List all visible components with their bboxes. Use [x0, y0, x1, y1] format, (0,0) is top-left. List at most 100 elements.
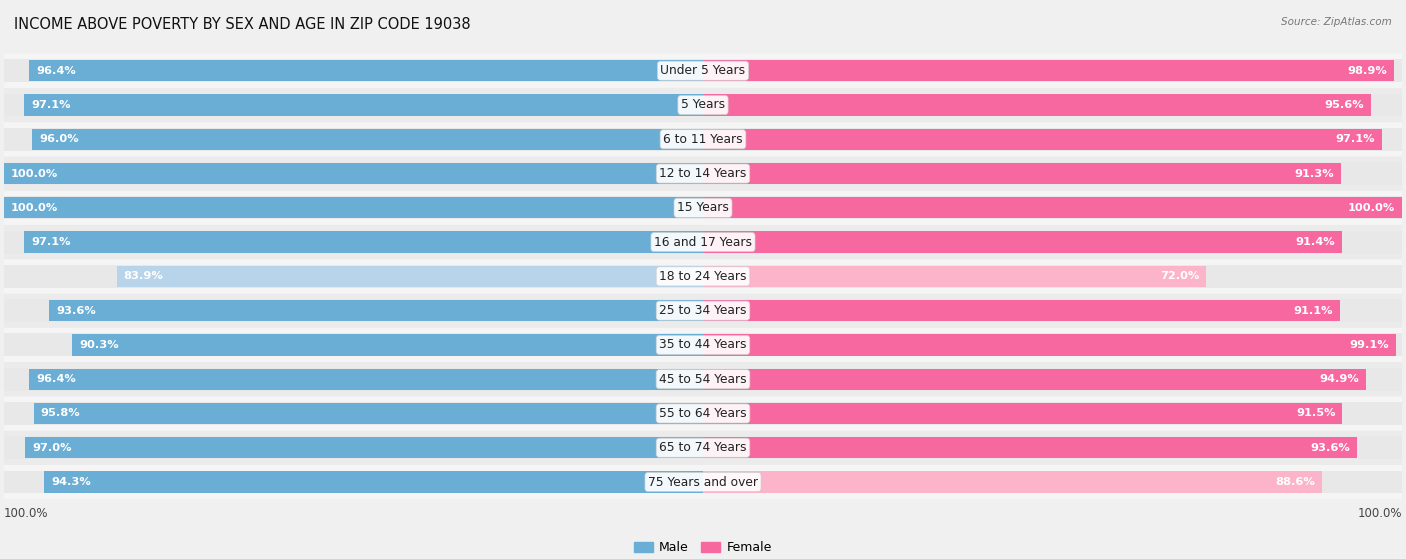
Text: 16 and 17 Years: 16 and 17 Years: [654, 235, 752, 249]
FancyBboxPatch shape: [4, 225, 1402, 259]
Bar: [4, 471, 703, 494]
Text: 96.0%: 96.0%: [39, 134, 79, 144]
Text: 100.0%: 100.0%: [1357, 506, 1402, 520]
Bar: [4, 93, 703, 116]
Bar: [703, 163, 1341, 184]
Bar: [32, 129, 703, 150]
Text: 96.4%: 96.4%: [37, 374, 76, 384]
Bar: [703, 265, 1402, 288]
FancyBboxPatch shape: [4, 293, 1402, 328]
Bar: [44, 471, 703, 492]
Bar: [24, 231, 703, 253]
Bar: [703, 60, 1395, 82]
FancyBboxPatch shape: [4, 328, 1402, 362]
Bar: [703, 471, 1402, 494]
Bar: [703, 231, 1402, 254]
Legend: Male, Female: Male, Female: [630, 536, 776, 559]
Bar: [703, 196, 1402, 219]
Bar: [703, 231, 1341, 253]
Text: 95.6%: 95.6%: [1324, 100, 1364, 110]
Bar: [4, 128, 703, 151]
Bar: [34, 403, 703, 424]
Text: 12 to 14 Years: 12 to 14 Years: [659, 167, 747, 180]
FancyBboxPatch shape: [4, 54, 1402, 88]
Text: 100.0%: 100.0%: [4, 506, 49, 520]
FancyBboxPatch shape: [4, 396, 1402, 430]
Bar: [703, 266, 1206, 287]
Bar: [703, 368, 1367, 390]
Text: 35 to 44 Years: 35 to 44 Years: [659, 338, 747, 352]
Bar: [703, 162, 1402, 185]
Text: 100.0%: 100.0%: [11, 169, 59, 178]
FancyBboxPatch shape: [4, 430, 1402, 465]
Bar: [703, 471, 1322, 492]
Text: 5 Years: 5 Years: [681, 98, 725, 111]
Bar: [4, 59, 703, 82]
Text: 94.9%: 94.9%: [1319, 374, 1360, 384]
FancyBboxPatch shape: [4, 465, 1402, 499]
Text: 18 to 24 Years: 18 to 24 Years: [659, 270, 747, 283]
Text: 83.9%: 83.9%: [124, 271, 163, 281]
Text: 97.1%: 97.1%: [31, 237, 70, 247]
Text: 88.6%: 88.6%: [1275, 477, 1315, 487]
Bar: [4, 197, 703, 219]
Bar: [703, 93, 1402, 116]
Bar: [703, 333, 1402, 357]
Bar: [4, 368, 703, 391]
Bar: [703, 59, 1402, 82]
Bar: [703, 437, 1357, 458]
Text: 93.6%: 93.6%: [56, 306, 96, 316]
Text: 98.9%: 98.9%: [1347, 66, 1388, 75]
Bar: [4, 333, 703, 357]
Text: 100.0%: 100.0%: [11, 203, 59, 213]
Text: 94.3%: 94.3%: [51, 477, 91, 487]
Text: 95.8%: 95.8%: [41, 409, 80, 419]
Text: 91.4%: 91.4%: [1295, 237, 1334, 247]
Bar: [4, 265, 703, 288]
Text: 97.0%: 97.0%: [32, 443, 72, 453]
Text: Source: ZipAtlas.com: Source: ZipAtlas.com: [1281, 17, 1392, 27]
Bar: [703, 94, 1371, 116]
Bar: [4, 299, 703, 322]
Text: INCOME ABOVE POVERTY BY SEX AND AGE IN ZIP CODE 19038: INCOME ABOVE POVERTY BY SEX AND AGE IN Z…: [14, 17, 471, 32]
Bar: [703, 436, 1402, 459]
Bar: [4, 231, 703, 254]
Text: 91.3%: 91.3%: [1295, 169, 1334, 178]
Bar: [703, 403, 1343, 424]
Bar: [703, 334, 1396, 356]
Bar: [703, 197, 1402, 219]
Text: 93.6%: 93.6%: [1310, 443, 1350, 453]
Text: 65 to 74 Years: 65 to 74 Years: [659, 441, 747, 454]
Bar: [4, 436, 703, 459]
Text: 90.3%: 90.3%: [79, 340, 118, 350]
Text: 91.5%: 91.5%: [1296, 409, 1336, 419]
Bar: [4, 196, 703, 219]
FancyBboxPatch shape: [4, 157, 1402, 191]
Text: 75 Years and over: 75 Years and over: [648, 476, 758, 489]
Text: 6 to 11 Years: 6 to 11 Years: [664, 133, 742, 146]
Bar: [703, 128, 1402, 151]
FancyBboxPatch shape: [4, 122, 1402, 157]
Bar: [30, 60, 703, 82]
Text: 55 to 64 Years: 55 to 64 Years: [659, 407, 747, 420]
Bar: [24, 94, 703, 116]
Text: 25 to 34 Years: 25 to 34 Years: [659, 304, 747, 317]
Bar: [72, 334, 703, 356]
FancyBboxPatch shape: [4, 362, 1402, 396]
Text: 91.1%: 91.1%: [1294, 306, 1333, 316]
Bar: [4, 402, 703, 425]
Text: 97.1%: 97.1%: [31, 100, 70, 110]
Bar: [703, 300, 1340, 321]
Bar: [703, 129, 1382, 150]
Bar: [4, 163, 703, 184]
Text: 96.4%: 96.4%: [37, 66, 76, 75]
Text: 15 Years: 15 Years: [678, 201, 728, 214]
FancyBboxPatch shape: [4, 88, 1402, 122]
Bar: [703, 402, 1402, 425]
Text: 99.1%: 99.1%: [1348, 340, 1389, 350]
Text: 45 to 54 Years: 45 to 54 Years: [659, 373, 747, 386]
Text: 97.1%: 97.1%: [1336, 134, 1375, 144]
Bar: [25, 437, 703, 458]
Bar: [49, 300, 703, 321]
Bar: [4, 162, 703, 185]
